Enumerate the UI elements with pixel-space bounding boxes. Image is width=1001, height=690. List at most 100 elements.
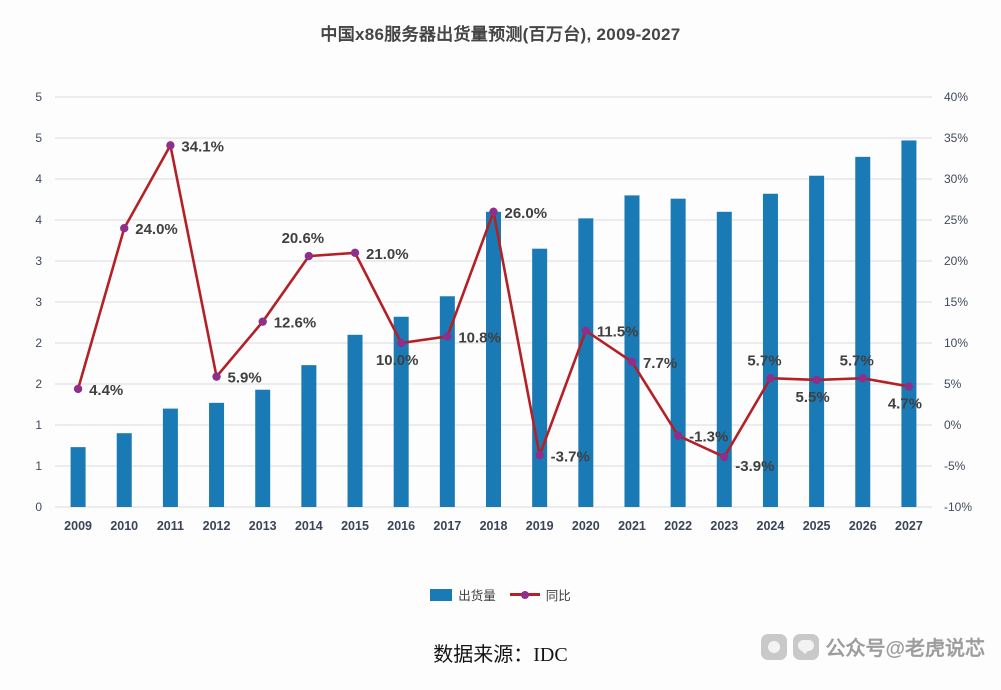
yoy-value-label: 12.6%: [274, 315, 317, 332]
bar-2021: [624, 195, 640, 507]
x-axis-label: 2025: [803, 519, 831, 533]
left-axis-tick: 1: [35, 459, 42, 473]
bar-2023: [716, 211, 732, 508]
legend-bar-swatch: [430, 588, 453, 601]
legend-line-dot: [520, 590, 529, 599]
bar-2011: [162, 408, 178, 507]
bar-2012: [209, 402, 225, 507]
legend-line-swatch: [509, 590, 540, 599]
legend-label-yoy: 同比: [545, 589, 571, 603]
bar-2016: [393, 316, 409, 507]
x-axis-label: 2015: [341, 519, 369, 533]
left-axis-tick: 2: [35, 377, 42, 391]
bar-2025: [809, 175, 825, 507]
yoy-value-label: 34.1%: [181, 138, 224, 155]
right-axis-tick: 15%: [944, 295, 968, 309]
x-axis-label: 2016: [387, 519, 415, 533]
yoy-value-label: 20.6%: [282, 230, 325, 247]
x-axis-label: 2022: [664, 519, 692, 533]
right-axis-tick: 10%: [944, 336, 968, 350]
left-axis-tick: 3: [35, 295, 42, 309]
yoy-point-2026: [858, 374, 867, 383]
x-axis-label: 2017: [433, 519, 461, 533]
left-axis-tick: 5: [35, 131, 42, 145]
yoy-point-2021: [627, 357, 637, 367]
yoy-point-2023: [720, 452, 729, 462]
x-axis-label: 2023: [710, 519, 738, 533]
bar-2015: [347, 334, 363, 507]
x-axis-label: 2026: [849, 519, 877, 533]
yoy-point-2014: [304, 251, 314, 261]
combo-chart: 5 40%5 35%4 30%4 25%3 20%3 15%2 10%2 5%1 0%1 -5%0-…: [35, 90, 972, 533]
yoy-value-label: 10.8%: [458, 329, 501, 346]
yoy-value-label: -3.7%: [551, 448, 590, 465]
left-axis-tick: 2: [35, 336, 42, 350]
yoy-point-2017: [443, 332, 452, 341]
right-axis-tick: 25%: [944, 213, 968, 227]
x-axis-label: 2009: [64, 519, 92, 533]
left-axis-tick: 4: [35, 172, 42, 186]
right-axis-tick: 5%: [944, 377, 962, 391]
bar-2014: [301, 365, 317, 507]
left-axis-tick: 0: [35, 500, 42, 514]
x-axis-label: 2011: [157, 519, 184, 533]
yoy-point-2011: [166, 141, 175, 150]
yoy-value-label: 24.0%: [135, 221, 178, 238]
yoy-value-label: 4.7%: [888, 395, 922, 412]
legend-item-shipments: 出货量: [430, 585, 496, 604]
yoy-value-label: 5.9%: [228, 370, 262, 387]
right-axis-tick: -5%: [944, 459, 966, 473]
yoy-value-label: 11.5%: [597, 324, 639, 341]
chart-title: 中国x86服务器出货量预测(百万台), 2009-2027: [320, 25, 681, 44]
x-axis-label: 2027: [895, 519, 923, 533]
yoy-point-2025: [812, 375, 821, 385]
yoy-value-label: 26.0%: [505, 205, 548, 222]
yoy-point-2020: [581, 326, 591, 335]
right-axis-tick: 35%: [944, 131, 968, 145]
yoy-value-label: 21.0%: [366, 246, 409, 263]
yoy-point-2009: [73, 384, 83, 394]
yoy-point-2024: [766, 374, 775, 383]
bar-2024: [762, 193, 778, 507]
left-axis-tick: 5: [35, 90, 42, 104]
bar-2010: [116, 433, 132, 507]
watermark: 公众号@老虎说芯: [761, 632, 985, 661]
bar-2026: [855, 156, 871, 508]
right-axis-tick: 20%: [944, 254, 968, 268]
yoy-value-label: 10.0%: [376, 352, 419, 369]
left-axis-tick: 1: [35, 418, 42, 432]
yoy-value-label: 5.7%: [840, 352, 874, 369]
watermark-text: 公众号@老虎说芯: [825, 638, 985, 660]
yoy-point-2012: [212, 372, 221, 381]
bar-2009: [70, 447, 86, 507]
data-source-text: 数据来源：IDC: [433, 644, 568, 666]
yoy-value-label: -3.9%: [735, 458, 774, 475]
x-axis-label: 2020: [572, 519, 600, 533]
right-axis-tick: -10%: [944, 500, 972, 514]
yoy-point-2013: [258, 317, 267, 326]
x-axis-label: 2014: [295, 519, 323, 533]
chat-bubble-icon: [793, 633, 820, 660]
bar-2013: [255, 389, 271, 507]
x-axis-label: 2010: [110, 519, 138, 533]
yoy-point-2010: [120, 224, 129, 233]
camera-icon: [761, 633, 788, 660]
bar-2027: [901, 140, 917, 507]
right-axis-tick: 0%: [944, 418, 962, 432]
bar-2018: [486, 211, 501, 508]
legend-item-yoy: 同比: [509, 585, 571, 604]
right-axis-tick: 40%: [944, 90, 968, 104]
yoy-point-2018: [489, 207, 498, 216]
x-axis-label: 2024: [757, 519, 785, 533]
yoy-point-2019: [535, 451, 544, 460]
x-axis-label: 2013: [249, 519, 277, 533]
x-axis-label: 2012: [203, 519, 231, 533]
yoy-point-2022: [673, 431, 683, 440]
bar-2020: [578, 218, 594, 508]
yoy-value-label: 7.7%: [643, 355, 677, 372]
bar-2022: [670, 198, 686, 507]
bar-2019: [532, 248, 548, 507]
left-axis-tick: 3: [35, 254, 42, 268]
legend: 出货量 同比: [0, 585, 1001, 604]
yoy-point-2027: [904, 382, 914, 391]
